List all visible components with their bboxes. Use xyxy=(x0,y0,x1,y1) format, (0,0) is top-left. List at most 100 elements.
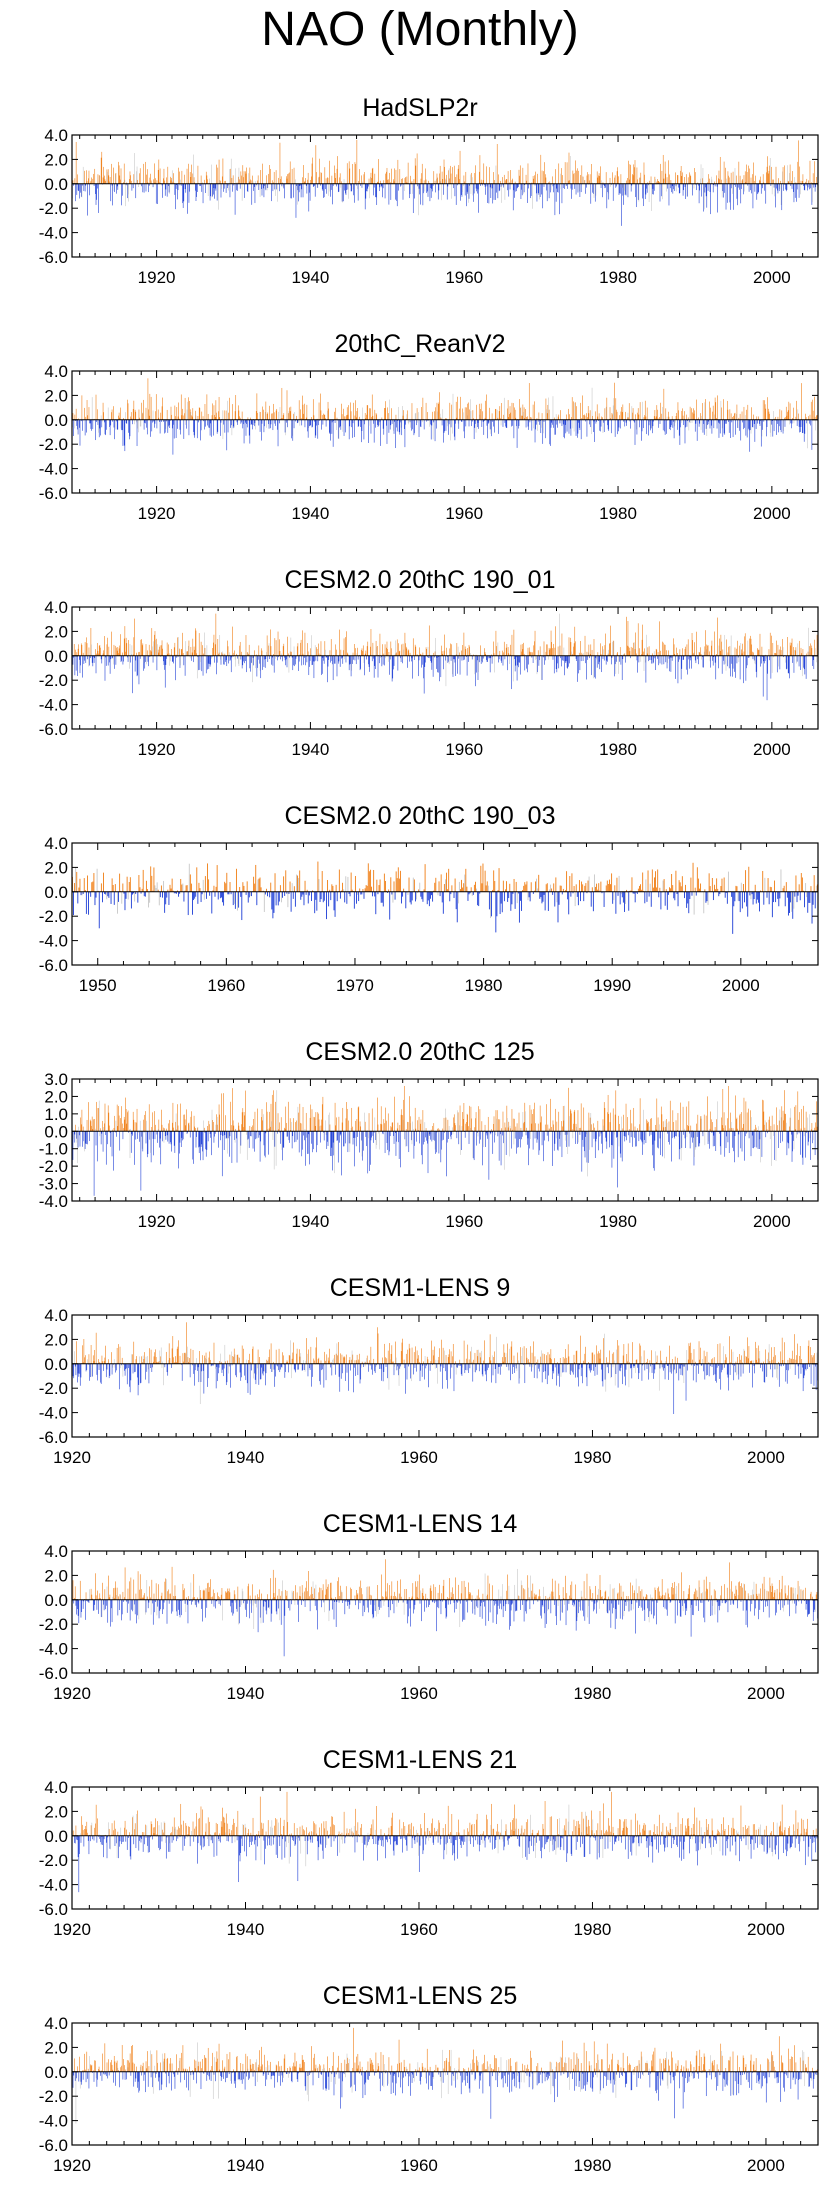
data-bar xyxy=(765,409,766,420)
data-bar xyxy=(578,184,579,193)
data-bar xyxy=(324,184,325,197)
data-bar xyxy=(507,656,508,670)
data-bar xyxy=(103,403,104,420)
data-bar xyxy=(494,656,495,673)
data-bar xyxy=(492,184,493,188)
data-bar xyxy=(468,892,469,901)
data-bar xyxy=(526,656,527,660)
data-bar xyxy=(574,886,575,892)
data-bar xyxy=(385,644,386,656)
data-bar xyxy=(529,647,530,655)
data-bar xyxy=(325,641,326,656)
data-bar xyxy=(228,1131,229,1138)
data-bar xyxy=(733,416,734,420)
data-bar xyxy=(206,656,207,673)
data-bar xyxy=(799,641,800,656)
data-bar xyxy=(223,892,224,906)
data-bar xyxy=(594,184,595,198)
data-bar xyxy=(93,1119,94,1131)
data-bar xyxy=(367,405,368,420)
data-bar xyxy=(162,892,163,898)
data-bar xyxy=(753,163,754,184)
data-bar xyxy=(389,173,390,184)
data-bar xyxy=(243,177,244,184)
data-bar xyxy=(684,892,685,898)
data-bar xyxy=(559,614,560,656)
data-bar xyxy=(433,656,434,677)
data-bar xyxy=(750,184,751,190)
data-bar xyxy=(95,184,96,194)
data-bar xyxy=(335,173,336,184)
data-bar xyxy=(365,184,366,210)
data-bar xyxy=(391,642,392,656)
data-bar xyxy=(448,656,449,662)
data-bar xyxy=(389,892,390,920)
data-bar xyxy=(318,420,319,425)
data-bar xyxy=(342,184,343,202)
data-bar xyxy=(189,864,190,892)
data-bar xyxy=(307,656,308,662)
data-bar xyxy=(97,409,98,420)
data-bar xyxy=(607,420,608,425)
data-bar xyxy=(802,877,803,891)
data-bar xyxy=(707,420,708,425)
data-bar xyxy=(191,412,192,420)
data-bar xyxy=(326,420,327,427)
data-bar xyxy=(402,178,403,184)
data-bar xyxy=(539,184,540,200)
data-bar xyxy=(232,627,233,656)
data-bar xyxy=(584,415,585,420)
data-bar xyxy=(622,184,623,188)
data-bar xyxy=(419,656,420,660)
data-bar xyxy=(753,415,754,420)
data-bar xyxy=(700,413,701,420)
data-bar xyxy=(210,1131,211,1138)
data-bar xyxy=(460,656,461,675)
data-bar xyxy=(628,413,629,420)
data-bar xyxy=(551,631,552,656)
data-bar xyxy=(412,184,413,194)
data-bar xyxy=(73,420,74,436)
data-bar xyxy=(460,397,461,420)
data-bar xyxy=(585,883,586,892)
data-bar xyxy=(777,892,778,899)
data-bar xyxy=(259,184,260,190)
data-bar xyxy=(392,656,393,682)
data-bar xyxy=(373,870,374,892)
data-bar xyxy=(567,420,568,432)
data-bar xyxy=(706,420,707,436)
data-bar xyxy=(108,656,109,666)
data-bar xyxy=(692,184,693,196)
data-bar xyxy=(804,656,805,669)
data-bar xyxy=(388,179,389,183)
data-bar xyxy=(251,892,252,896)
data-bar xyxy=(287,179,288,184)
data-bar xyxy=(358,420,359,427)
data-bar xyxy=(579,420,580,428)
data-bar xyxy=(667,656,668,663)
data-bar xyxy=(251,1131,252,1136)
data-bar xyxy=(467,415,468,419)
data-bar xyxy=(252,656,253,682)
data-bar xyxy=(334,656,335,664)
data-bar xyxy=(122,420,123,430)
data-bar xyxy=(187,184,188,214)
data-bar xyxy=(439,881,440,891)
data-bar xyxy=(123,656,124,665)
data-bar xyxy=(276,892,277,906)
data-bar xyxy=(195,628,196,655)
data-bar xyxy=(796,401,797,420)
data-bar xyxy=(713,184,714,193)
data-bar xyxy=(257,1131,258,1138)
data-bar xyxy=(456,184,457,205)
data-bar xyxy=(200,408,201,420)
data-bar xyxy=(239,416,240,419)
data-bar xyxy=(85,420,86,436)
data-bar xyxy=(172,656,173,662)
data-bar xyxy=(271,420,272,424)
data-bar xyxy=(612,642,613,656)
data-bar xyxy=(181,394,182,419)
data-bar xyxy=(581,656,582,661)
data-bar xyxy=(710,656,711,668)
data-bar xyxy=(493,172,494,184)
